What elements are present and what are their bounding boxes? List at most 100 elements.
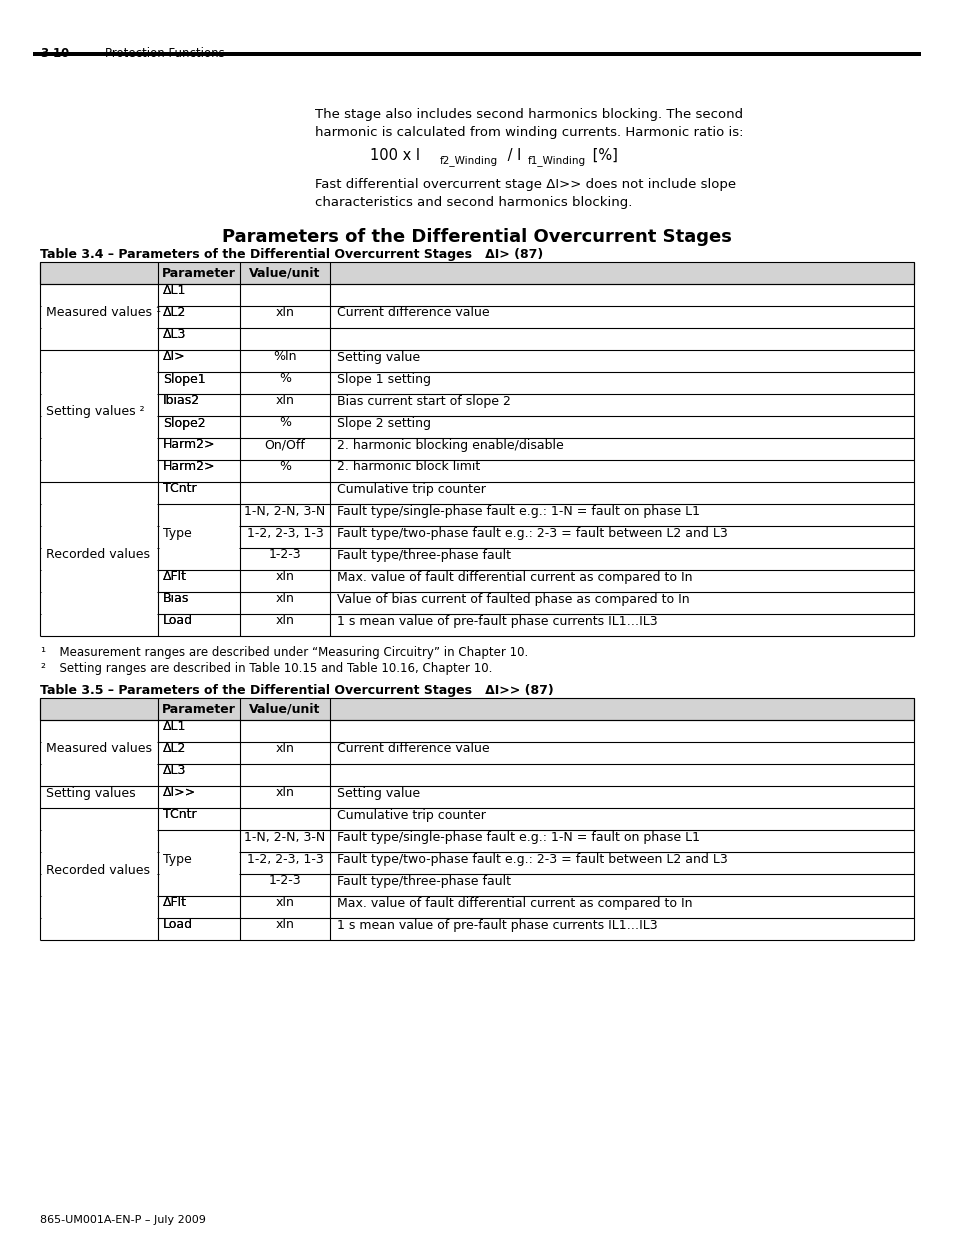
Text: xIn: xIn bbox=[275, 742, 294, 756]
Text: Harm2>: Harm2> bbox=[163, 461, 215, 473]
Text: Type: Type bbox=[163, 852, 192, 866]
Text: 2. harmonic blocking enable/disable: 2. harmonic blocking enable/disable bbox=[336, 438, 563, 452]
Text: Parameter: Parameter bbox=[162, 703, 235, 716]
Text: Setting value: Setting value bbox=[336, 787, 419, 799]
Text: Current difference value: Current difference value bbox=[336, 742, 489, 756]
Text: 1-2, 2-3, 1-3: 1-2, 2-3, 1-3 bbox=[247, 526, 323, 540]
Text: ΔL2: ΔL2 bbox=[163, 742, 186, 756]
Text: ΔFlt: ΔFlt bbox=[163, 897, 187, 909]
Text: ΔFlt: ΔFlt bbox=[163, 571, 187, 583]
Text: Measured values: Measured values bbox=[46, 742, 152, 756]
Text: 1-N, 2-N, 3-N: 1-N, 2-N, 3-N bbox=[244, 505, 325, 517]
Text: TCntr: TCntr bbox=[163, 809, 196, 821]
Text: characteristics and second harmonics blocking.: characteristics and second harmonics blo… bbox=[314, 196, 632, 209]
Text: Recorded values: Recorded values bbox=[46, 548, 150, 562]
Text: Fast differential overcurrent stage ΔI>> does not include slope: Fast differential overcurrent stage ΔI>>… bbox=[314, 178, 736, 191]
Bar bbox=[33, 52, 920, 56]
Text: ΔI>: ΔI> bbox=[163, 351, 186, 363]
Text: Load: Load bbox=[163, 919, 193, 931]
Text: ΔL2: ΔL2 bbox=[163, 306, 186, 320]
Text: Table 3.4 – Parameters of the Differential Overcurrent Stages   ΔI> (87): Table 3.4 – Parameters of the Differenti… bbox=[40, 248, 542, 261]
Text: ΔL3: ΔL3 bbox=[163, 764, 186, 778]
Text: Slope2: Slope2 bbox=[163, 416, 206, 430]
Text: Protection Functions: Protection Functions bbox=[105, 47, 225, 61]
Text: ΔL3: ΔL3 bbox=[163, 329, 186, 342]
Text: %: % bbox=[278, 461, 291, 473]
Text: Slope 2 setting: Slope 2 setting bbox=[336, 416, 431, 430]
Text: Fault type/single-phase fault e.g.: 1-N = fault on phase L1: Fault type/single-phase fault e.g.: 1-N … bbox=[336, 830, 700, 844]
Text: 3-10: 3-10 bbox=[40, 47, 70, 61]
Text: 1-2-3: 1-2-3 bbox=[269, 548, 301, 562]
Text: ΔL2: ΔL2 bbox=[163, 742, 186, 756]
Text: xIn: xIn bbox=[275, 897, 294, 909]
Text: Fault type/two-phase fault e.g.: 2-3 = fault between L2 and L3: Fault type/two-phase fault e.g.: 2-3 = f… bbox=[336, 852, 727, 866]
Text: Parameters of the Differential Overcurrent Stages: Parameters of the Differential Overcurre… bbox=[222, 228, 731, 246]
Text: Value of bias current of faulted phase as compared to In: Value of bias current of faulted phase a… bbox=[336, 593, 689, 605]
Text: ΔL2: ΔL2 bbox=[163, 306, 186, 320]
Text: Slope1: Slope1 bbox=[163, 373, 206, 385]
Text: Type: Type bbox=[163, 526, 192, 540]
Text: f1_Winding: f1_Winding bbox=[527, 156, 585, 165]
Text: The stage also includes second harmonics blocking. The second: The stage also includes second harmonics… bbox=[314, 107, 742, 121]
Text: Value/unit: Value/unit bbox=[249, 267, 320, 280]
Text: Max. value of fault differential current as compared to In: Max. value of fault differential current… bbox=[336, 571, 692, 583]
Text: Fault type/three-phase fault: Fault type/three-phase fault bbox=[336, 548, 511, 562]
Text: 1-2, 2-3, 1-3: 1-2, 2-3, 1-3 bbox=[247, 852, 323, 866]
Text: xIn: xIn bbox=[275, 787, 294, 799]
Text: ΔL1: ΔL1 bbox=[163, 284, 186, 298]
Text: 2. harmonic block limit: 2. harmonic block limit bbox=[336, 461, 479, 473]
Text: %In: %In bbox=[273, 351, 296, 363]
Text: Harm2>: Harm2> bbox=[163, 438, 215, 452]
Text: Setting values: Setting values bbox=[46, 787, 135, 799]
Text: Harm2>: Harm2> bbox=[163, 438, 215, 452]
Text: Ibias2: Ibias2 bbox=[163, 394, 200, 408]
Text: ΔL1: ΔL1 bbox=[163, 284, 186, 298]
Text: Bias current start of slope 2: Bias current start of slope 2 bbox=[336, 394, 511, 408]
Text: Load: Load bbox=[163, 615, 193, 627]
Text: harmonic is calculated from winding currents. Harmonic ratio is:: harmonic is calculated from winding curr… bbox=[314, 126, 742, 140]
Text: xIn: xIn bbox=[275, 919, 294, 931]
Text: 1-N, 2-N, 3-N: 1-N, 2-N, 3-N bbox=[244, 830, 325, 844]
Text: ΔI>>: ΔI>> bbox=[163, 787, 196, 799]
Text: Current difference value: Current difference value bbox=[336, 306, 489, 320]
Text: On/Off: On/Off bbox=[264, 438, 305, 452]
Text: Recorded values: Recorded values bbox=[46, 863, 150, 877]
Text: ¹: ¹ bbox=[40, 646, 45, 659]
Text: xIn: xIn bbox=[275, 593, 294, 605]
Text: TCntr: TCntr bbox=[163, 483, 196, 495]
Text: Ibias2: Ibias2 bbox=[163, 394, 200, 408]
Text: Parameter: Parameter bbox=[162, 267, 235, 280]
Text: Load: Load bbox=[163, 919, 193, 931]
Text: xIn: xIn bbox=[275, 394, 294, 408]
Text: ²: ² bbox=[40, 662, 45, 676]
Text: Setting value: Setting value bbox=[336, 351, 419, 363]
Text: Load: Load bbox=[163, 615, 193, 627]
Text: 1 s mean value of pre-fault phase currents IL1…IL3: 1 s mean value of pre-fault phase curren… bbox=[336, 615, 657, 627]
Text: ΔFlt: ΔFlt bbox=[163, 571, 187, 583]
Text: ΔI>>: ΔI>> bbox=[163, 787, 196, 799]
Text: Bias: Bias bbox=[163, 593, 190, 605]
Text: TCntr: TCntr bbox=[163, 809, 196, 821]
Text: Slope1: Slope1 bbox=[163, 373, 206, 385]
Text: f2_Winding: f2_Winding bbox=[439, 156, 497, 165]
Text: Fault type/three-phase fault: Fault type/three-phase fault bbox=[336, 874, 511, 888]
Text: Setting ranges are described in Table 10.15 and Table 10.16, Chapter 10.: Setting ranges are described in Table 10… bbox=[52, 662, 492, 676]
Text: 1 s mean value of pre-fault phase currents IL1…IL3: 1 s mean value of pre-fault phase curren… bbox=[336, 919, 657, 931]
Bar bbox=[40, 262, 913, 284]
Text: Slope2: Slope2 bbox=[163, 416, 206, 430]
Text: Fault type/single-phase fault e.g.: 1-N = fault on phase L1: Fault type/single-phase fault e.g.: 1-N … bbox=[336, 505, 700, 517]
Text: ΔI>: ΔI> bbox=[163, 351, 186, 363]
Text: Setting values ²: Setting values ² bbox=[46, 405, 145, 419]
Text: Cumulative trip counter: Cumulative trip counter bbox=[336, 809, 485, 821]
Text: Slope 1 setting: Slope 1 setting bbox=[336, 373, 431, 385]
Text: ΔL3: ΔL3 bbox=[163, 764, 186, 778]
Text: 1-2-3: 1-2-3 bbox=[269, 874, 301, 888]
Text: Table 3.5 – Parameters of the Differential Overcurrent Stages   ΔI>> (87): Table 3.5 – Parameters of the Differenti… bbox=[40, 684, 553, 697]
Text: xIn: xIn bbox=[275, 306, 294, 320]
Text: Harm2>: Harm2> bbox=[163, 461, 215, 473]
Text: Bias: Bias bbox=[163, 593, 190, 605]
Bar bbox=[40, 698, 913, 720]
Text: [%]: [%] bbox=[587, 148, 618, 163]
Text: Cumulative trip counter: Cumulative trip counter bbox=[336, 483, 485, 495]
Text: ΔL1: ΔL1 bbox=[163, 720, 186, 734]
